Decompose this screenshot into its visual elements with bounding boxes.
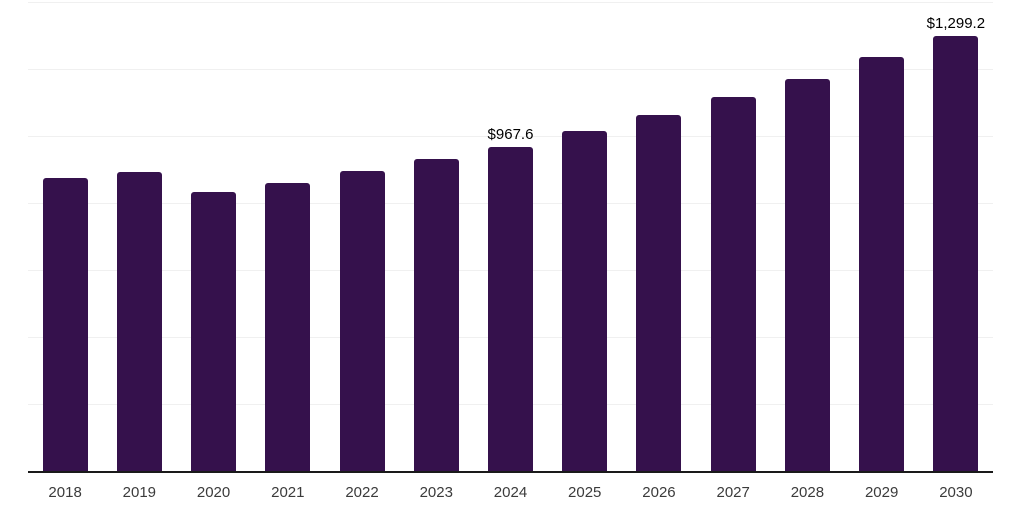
bar-2021 — [265, 183, 311, 471]
bar-2023 — [413, 159, 459, 471]
x-axis-label-2021: 2021 — [271, 484, 305, 501]
x-axis-label-2028: 2028 — [790, 484, 825, 501]
x-axis-label-2025: 2025 — [568, 484, 602, 501]
bar-2020 — [191, 191, 237, 471]
bar-2028 — [784, 78, 830, 471]
x-axis-label-2030: 2030 — [939, 484, 973, 501]
bar-2026 — [636, 114, 682, 471]
bar-2018 — [42, 178, 88, 471]
plot-area: $967.6 $1,299.2 — [28, 2, 993, 473]
gridline-1400 — [28, 2, 993, 3]
bar-2027 — [710, 97, 756, 471]
x-axis-label-2027: 2027 — [716, 484, 750, 501]
bar-value-label-2030: $1,299.2 — [926, 14, 986, 32]
bar-value-label-2024: $967.6 — [487, 125, 534, 143]
x-axis-label-2019: 2019 — [122, 484, 157, 501]
gridline-1000 — [28, 136, 993, 137]
x-axis: 2018 2019 2020 2021 2022 2023 2024 2025 2026 2027… — [28, 482, 993, 504]
bar-2030 — [933, 35, 979, 471]
x-axis-label-2022: 2022 — [345, 484, 379, 501]
x-axis-label-2026: 2026 — [642, 484, 676, 501]
x-axis-label-2023: 2023 — [419, 484, 453, 501]
gridline-1200 — [28, 69, 993, 70]
bar-2029 — [859, 57, 905, 471]
bar-2019 — [116, 172, 162, 471]
x-axis-label-2029: 2029 — [864, 484, 899, 501]
x-axis-label-2020: 2020 — [196, 484, 231, 501]
x-axis-label-2018: 2018 — [48, 484, 82, 501]
bar-2022 — [339, 170, 385, 471]
x-axis-label-2024: 2024 — [493, 484, 528, 501]
bar-2024 — [488, 146, 533, 471]
bar-2025 — [562, 131, 608, 471]
